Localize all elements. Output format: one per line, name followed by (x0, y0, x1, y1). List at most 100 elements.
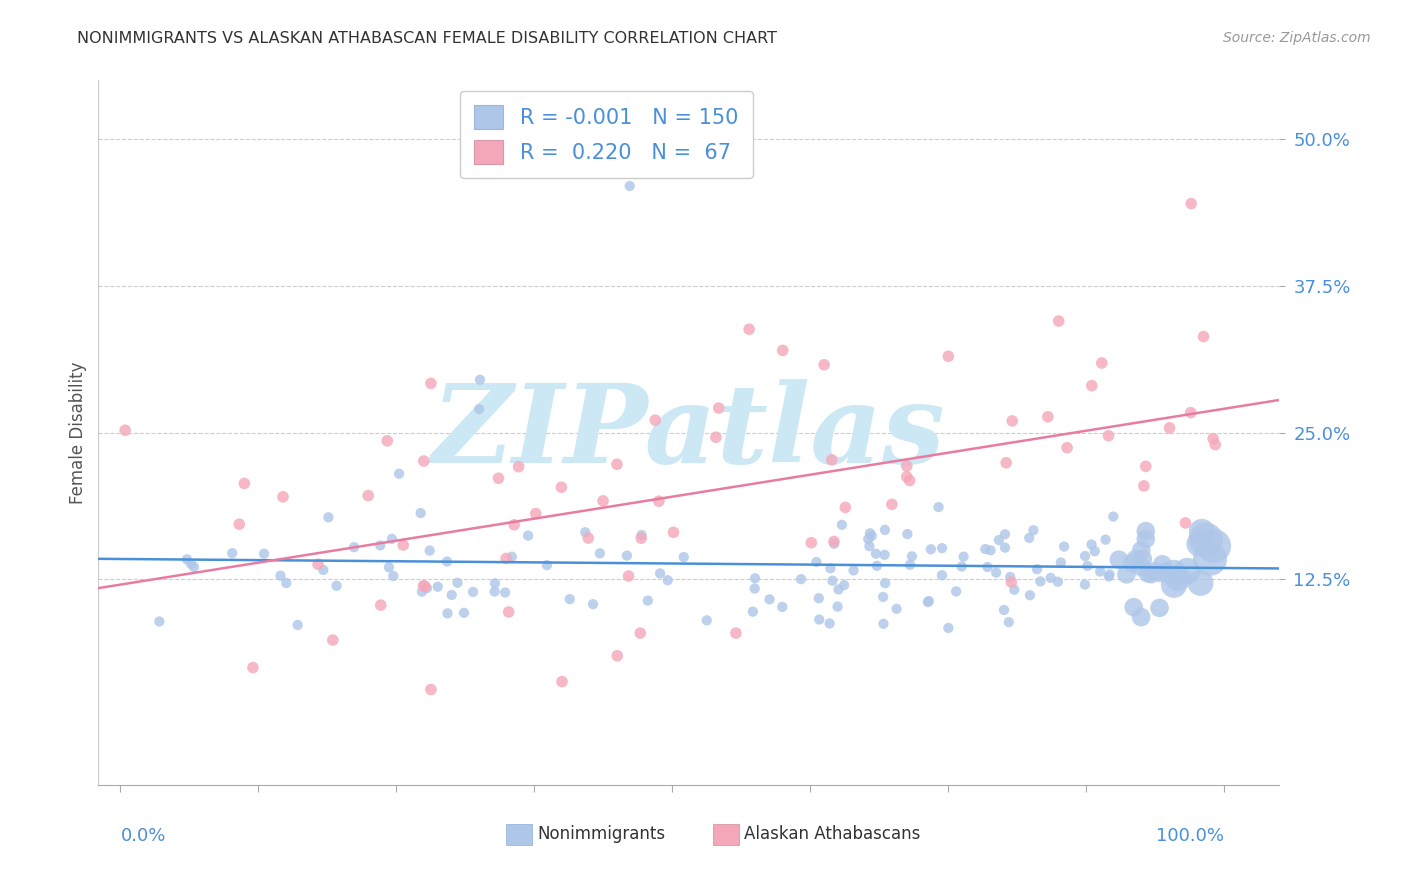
Point (420, 376, 443, 391)
Point (865, 547, 887, 561)
Point (872, 616, 894, 631)
Point (827, 599, 849, 614)
Point (1135, 459, 1157, 474)
Point (672, 549, 695, 564)
Point (375, 434, 398, 448)
Point (790, 572, 813, 586)
Point (872, 590, 894, 604)
Point (1076, 558, 1098, 573)
Point (997, 615, 1019, 629)
Point (183, 560, 205, 574)
Point (325, 579, 347, 593)
Point (468, 402, 491, 417)
Point (381, 532, 404, 546)
Point (896, 458, 918, 473)
Point (503, 517, 526, 532)
Point (606, 457, 628, 471)
Point (896, 469, 918, 483)
Point (644, 413, 666, 427)
Point (858, 539, 880, 553)
Point (630, 528, 652, 542)
Point (287, 618, 309, 632)
Point (1000, 575, 1022, 590)
Point (952, 549, 974, 564)
Point (484, 584, 506, 599)
Point (1130, 543, 1153, 558)
Point (821, 453, 844, 467)
Point (1053, 540, 1076, 554)
Point (1102, 509, 1125, 524)
Point (896, 527, 918, 541)
Point (322, 633, 344, 648)
Point (807, 591, 830, 606)
Point (1159, 421, 1181, 435)
FancyBboxPatch shape (713, 823, 738, 845)
Point (834, 500, 856, 515)
Point (1135, 524, 1157, 538)
Text: 0.0%: 0.0% (121, 827, 166, 846)
Point (269, 568, 291, 582)
Point (440, 588, 463, 602)
Point (498, 605, 520, 619)
Point (606, 648, 628, 663)
Point (1022, 523, 1045, 537)
Point (1180, 406, 1202, 420)
Point (858, 532, 880, 546)
Point (1094, 533, 1116, 547)
Legend: R = -0.001   N = 150, R =  0.220   N =  67: R = -0.001 N = 150, R = 0.220 N = 67 (460, 91, 754, 178)
Point (343, 540, 366, 554)
Text: Nonimmigrants: Nonimmigrants (537, 825, 666, 843)
Point (617, 569, 640, 583)
Point (1204, 539, 1226, 553)
Point (495, 551, 517, 566)
Point (1001, 414, 1024, 428)
Point (392, 538, 415, 552)
Point (517, 528, 540, 542)
Point (918, 594, 941, 608)
Point (1143, 565, 1166, 579)
Point (974, 541, 997, 556)
Point (114, 423, 136, 437)
Point (901, 549, 924, 564)
Point (1130, 560, 1153, 574)
Point (307, 558, 329, 572)
Point (758, 592, 780, 607)
Point (1174, 516, 1197, 530)
Point (1150, 566, 1173, 581)
Point (409, 506, 432, 520)
Point (1029, 574, 1052, 589)
Point (357, 489, 380, 503)
Text: NONIMMIGRANTS VS ALASKAN ATHABASCAN FEMALE DISABILITY CORRELATION CHART: NONIMMIGRANTS VS ALASKAN ATHABASCAN FEMA… (77, 31, 778, 46)
Point (1192, 329, 1215, 343)
Text: 100.0%: 100.0% (1156, 827, 1225, 846)
Point (426, 580, 449, 594)
Point (312, 563, 335, 577)
Point (1121, 557, 1143, 571)
Point (986, 566, 1008, 580)
Point (1108, 552, 1130, 566)
Y-axis label: Female Disability: Female Disability (69, 361, 87, 504)
Point (412, 579, 434, 593)
Point (1140, 567, 1163, 582)
Text: Alaskan Athabascans: Alaskan Athabascans (744, 825, 921, 843)
Point (228, 517, 250, 532)
Point (980, 543, 1002, 558)
Point (1135, 532, 1157, 546)
Point (1199, 552, 1222, 566)
Point (412, 454, 434, 468)
Point (994, 541, 1017, 555)
Point (917, 595, 939, 609)
Point (1019, 588, 1042, 602)
Text: Source: ZipAtlas.com: Source: ZipAtlas.com (1223, 31, 1371, 45)
Point (1050, 556, 1073, 570)
Point (370, 598, 392, 612)
Point (806, 555, 828, 569)
Point (508, 459, 530, 474)
Point (1136, 566, 1159, 581)
Point (484, 576, 506, 591)
Point (1098, 567, 1121, 582)
Point (536, 558, 558, 573)
Point (741, 605, 763, 619)
Point (271, 490, 294, 504)
Point (998, 570, 1021, 584)
